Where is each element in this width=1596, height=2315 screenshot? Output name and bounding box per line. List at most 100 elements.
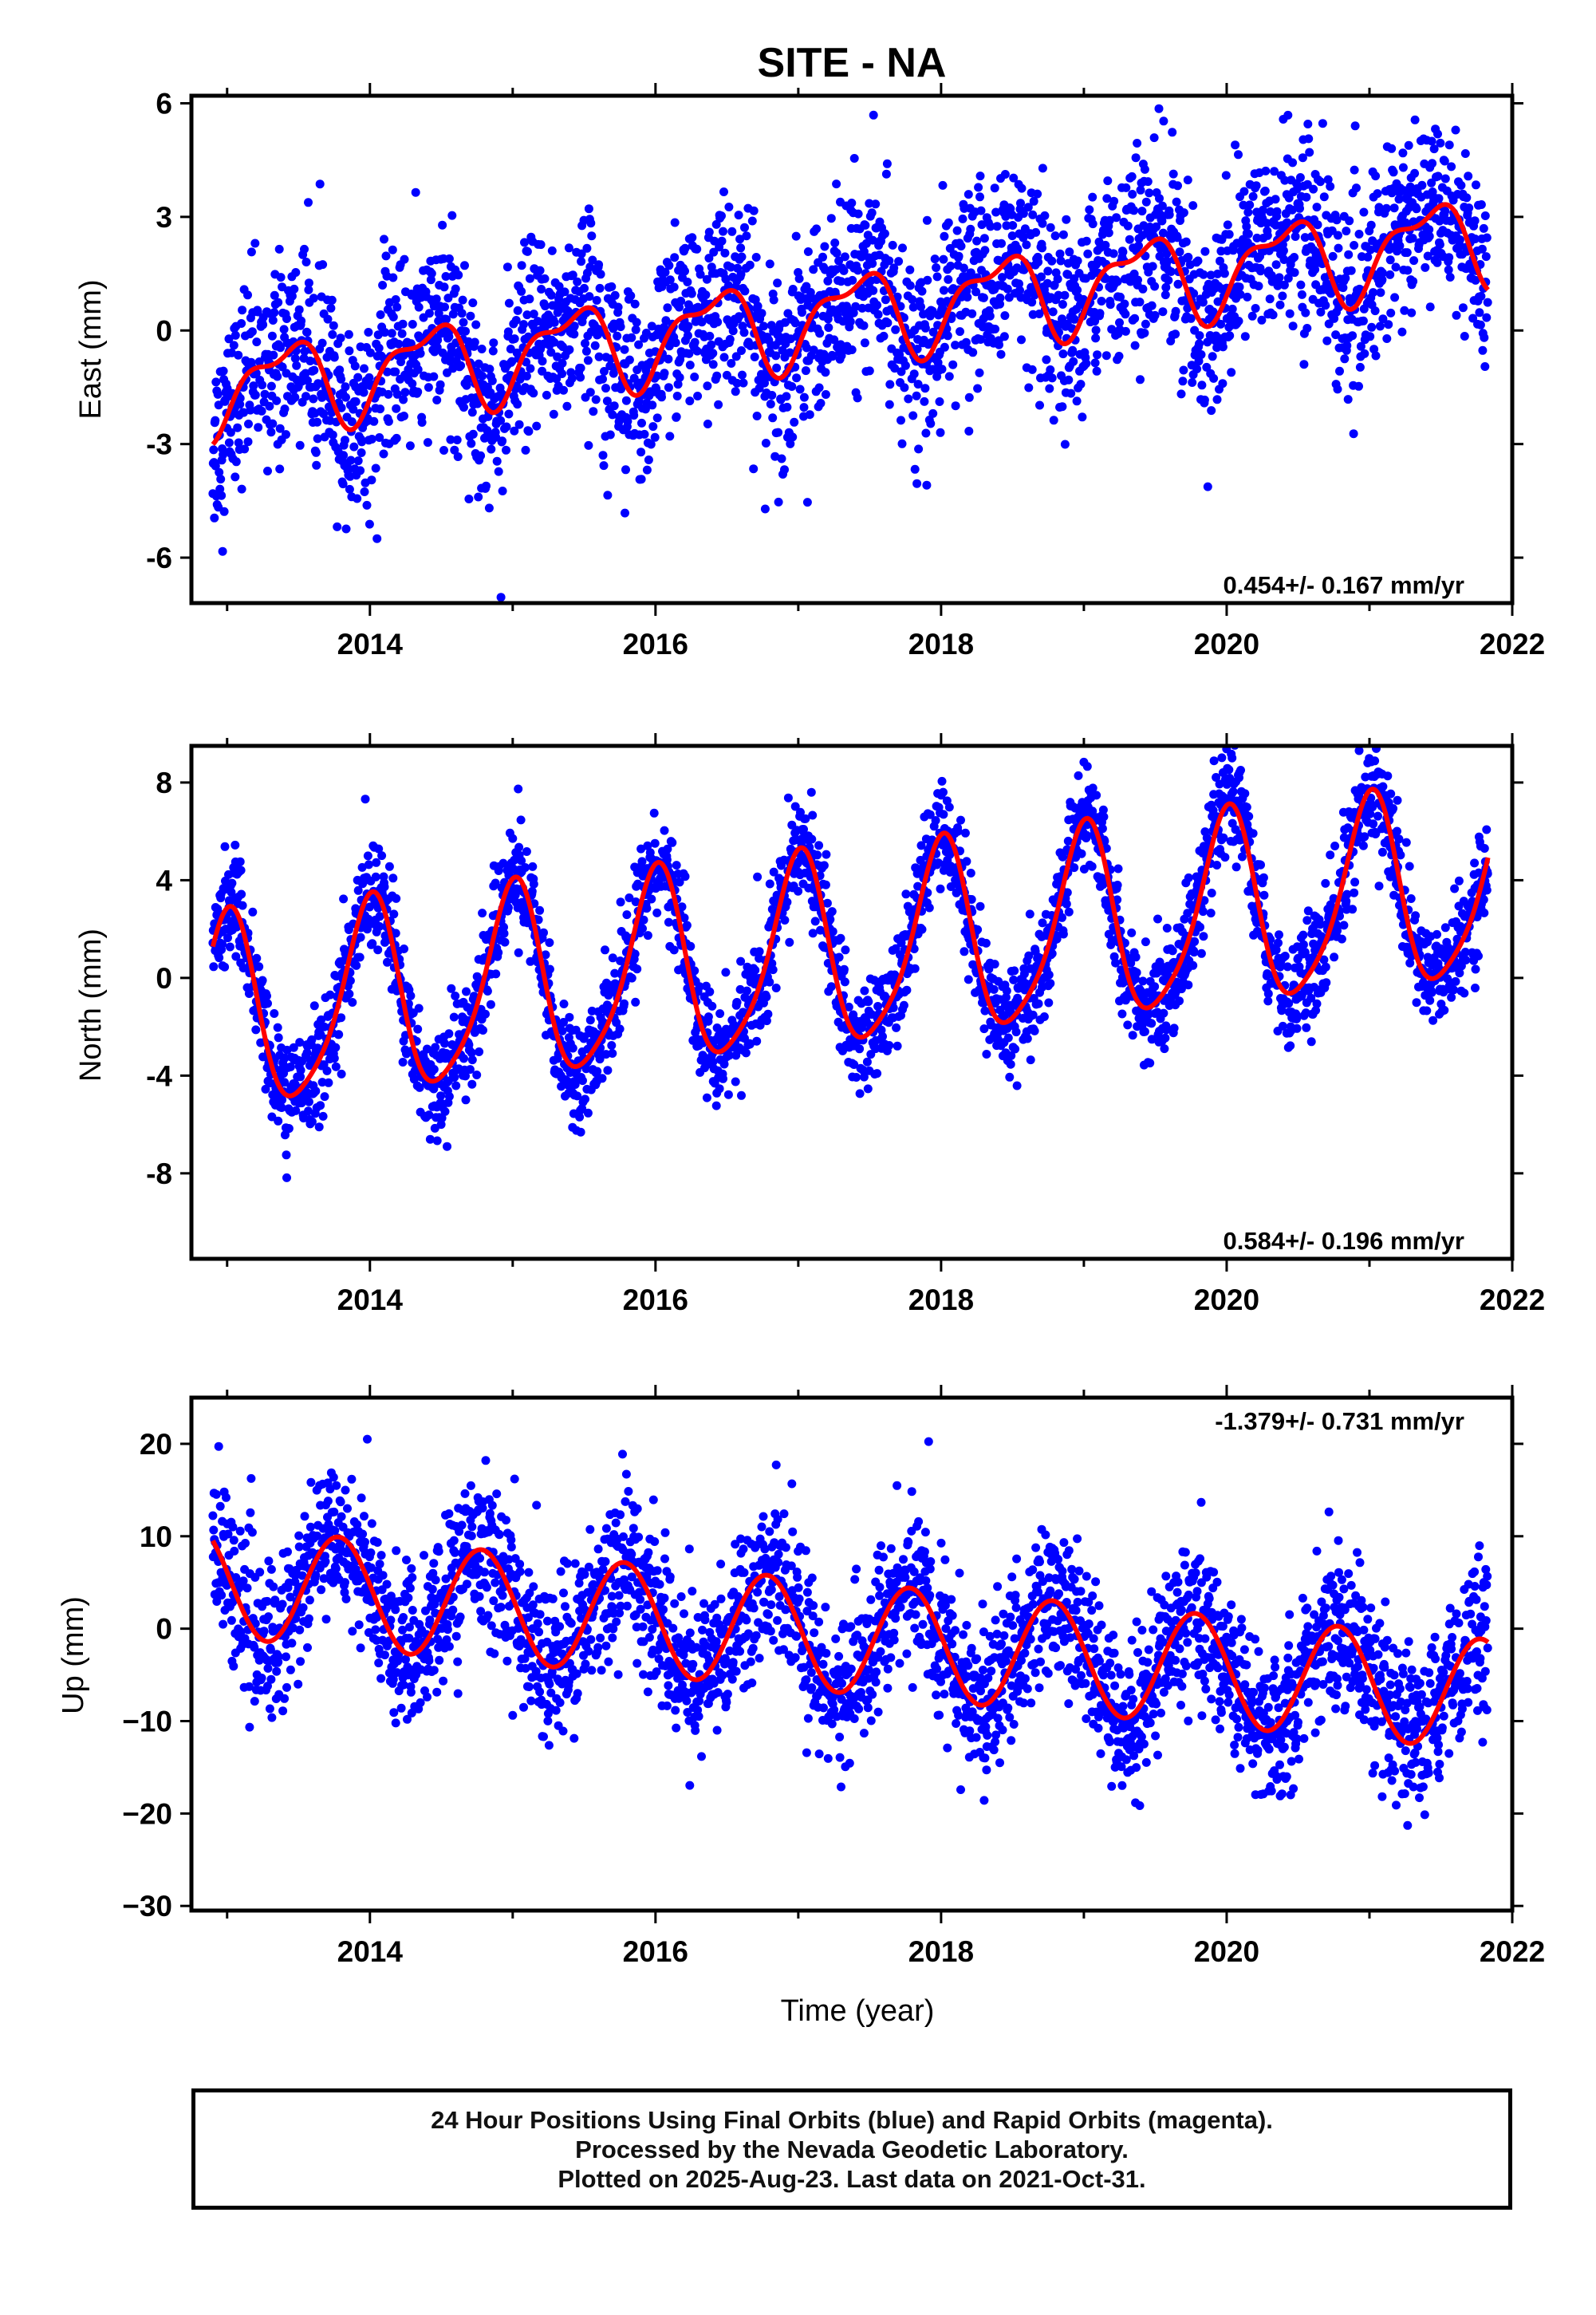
data-point <box>341 436 349 445</box>
data-point <box>267 331 277 341</box>
data-point <box>1118 247 1128 257</box>
data-point <box>1397 327 1407 337</box>
data-point <box>992 222 1002 231</box>
data-point <box>274 244 284 254</box>
data-point <box>709 247 719 257</box>
data-point <box>967 309 977 318</box>
data-point <box>602 396 612 406</box>
data-point <box>357 448 366 457</box>
data-point <box>545 938 554 948</box>
data-point <box>502 262 512 272</box>
data-point <box>576 363 585 373</box>
data-point <box>517 286 526 296</box>
data-point <box>991 207 1001 217</box>
data-point <box>1065 247 1074 257</box>
data-point <box>609 369 618 378</box>
data-point <box>442 314 451 324</box>
data-point <box>499 929 509 938</box>
data-point <box>373 330 383 340</box>
data-point <box>1235 282 1244 292</box>
data-point <box>1027 282 1036 292</box>
data-point <box>1358 316 1368 325</box>
data-point <box>607 282 617 291</box>
data-point <box>1114 352 1124 361</box>
data-point <box>392 389 402 399</box>
data-point <box>997 239 1006 248</box>
data-point <box>1472 180 1480 190</box>
data-point <box>710 236 719 246</box>
data-point <box>502 445 510 455</box>
data-point <box>492 456 502 466</box>
data-point <box>723 281 733 290</box>
data-point <box>550 317 559 327</box>
data-point <box>719 353 729 362</box>
data-point <box>267 1112 277 1122</box>
data-point <box>521 863 530 872</box>
data-point <box>1248 191 1258 201</box>
data-point <box>868 235 877 245</box>
data-point <box>365 373 374 382</box>
data-point <box>350 361 360 371</box>
data-point <box>462 987 471 996</box>
data-point <box>1428 159 1437 168</box>
data-point <box>1008 221 1018 230</box>
data-point <box>719 1074 727 1083</box>
data-point <box>881 295 890 305</box>
data-point <box>254 962 264 972</box>
data-point <box>1188 378 1197 387</box>
data-point <box>1015 279 1023 289</box>
data-point <box>940 342 949 352</box>
data-point <box>525 274 534 283</box>
data-point <box>591 395 601 404</box>
data-point <box>708 360 718 369</box>
data-point <box>357 437 367 447</box>
data-point <box>463 375 472 384</box>
data-point <box>381 251 391 261</box>
data-point <box>644 456 653 464</box>
data-point <box>537 285 546 294</box>
data-point <box>695 982 704 992</box>
data-point <box>503 327 513 337</box>
data-point <box>925 810 935 819</box>
data-point <box>375 921 384 931</box>
data-point <box>297 316 306 325</box>
data-point <box>1391 262 1401 272</box>
data-point <box>1046 979 1055 988</box>
data-point <box>529 879 538 889</box>
data-point <box>573 1091 582 1101</box>
data-point <box>1243 207 1253 217</box>
data-point <box>1023 1034 1032 1043</box>
data-point <box>371 872 380 881</box>
data-point <box>1338 283 1348 293</box>
data-point <box>1166 267 1176 276</box>
data-point <box>735 312 744 321</box>
data-point <box>268 316 278 325</box>
data-point <box>880 229 889 239</box>
data-point <box>318 1111 328 1121</box>
data-point <box>1455 235 1464 244</box>
data-point <box>423 438 432 448</box>
data-point <box>1083 249 1093 258</box>
data-point <box>502 422 511 432</box>
data-point <box>576 373 585 382</box>
data-point <box>289 1043 298 1052</box>
data-point <box>742 231 751 241</box>
data-point <box>677 902 687 912</box>
data-point <box>353 494 362 503</box>
data-point <box>400 945 408 953</box>
data-point <box>444 1029 454 1039</box>
data-point <box>780 465 789 475</box>
data-point <box>1141 319 1150 329</box>
data-point <box>740 223 749 232</box>
data-point <box>1134 241 1143 250</box>
data-point <box>1009 975 1019 984</box>
data-point <box>986 222 995 231</box>
data-point <box>747 216 757 226</box>
data-point <box>631 897 640 906</box>
data-point <box>266 428 276 437</box>
data-point <box>897 416 905 425</box>
data-point <box>1188 201 1198 211</box>
data-point <box>1384 320 1393 329</box>
data-point <box>683 331 692 341</box>
data-point <box>524 427 534 436</box>
